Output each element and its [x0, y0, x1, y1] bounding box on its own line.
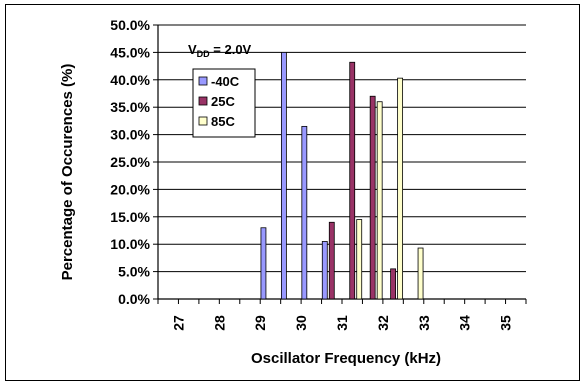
y-tick-label: 30.0% — [110, 127, 150, 143]
bar--40C — [321, 241, 328, 300]
bar-25C — [328, 221, 335, 300]
x-tick-label: 30 — [293, 315, 309, 331]
x-tick-label: 35 — [498, 315, 514, 331]
y-tick-label: 45.0% — [110, 44, 150, 60]
bar-85C — [417, 247, 424, 300]
y-tick-label: 20.0% — [110, 181, 150, 197]
bar-85C — [356, 219, 363, 300]
x-tick-label: 33 — [416, 315, 432, 331]
x-tick-label: 27 — [170, 315, 186, 331]
bar-85C — [376, 101, 383, 300]
bar-25C — [390, 268, 397, 300]
legend-title: VDD = 2.0V — [188, 42, 252, 59]
legend-label--40C: -40C — [211, 74, 240, 89]
legend-swatch-85C — [198, 116, 208, 126]
y-tick-label: 25.0% — [110, 154, 150, 170]
y-tick-label: 35.0% — [110, 99, 150, 115]
y-tick-label: 40.0% — [110, 72, 150, 88]
legend-label-25C: 25C — [211, 94, 235, 109]
y-tick-label: 0.0% — [118, 291, 150, 307]
legend-swatch--40C — [198, 76, 208, 86]
bar--40C — [260, 227, 267, 300]
x-tick-label: 34 — [457, 315, 473, 331]
x-tick-label: 31 — [334, 315, 350, 331]
y-tick-label: 50.0% — [110, 17, 150, 33]
y-tick-label: 10.0% — [110, 236, 150, 252]
x-tick-label: 28 — [211, 315, 227, 331]
bar-25C — [369, 95, 376, 300]
x-axis-title: Oscillator Frequency (kHz) — [251, 350, 441, 367]
chart-frame: 0.0% 5.0% 10.0% 15.0% 20.0% 25.0% 30.0% 35.0% 40… — [5, 4, 580, 381]
bar-25C — [349, 61, 356, 300]
x-tick-label: 29 — [252, 315, 268, 331]
bar-85C — [397, 77, 404, 300]
y-tick-label: 15.0% — [110, 209, 150, 225]
y-tick-label: 5.0% — [118, 264, 150, 280]
bar--40C — [301, 125, 308, 300]
y-axis-title: Percentage of Occurences (%) — [59, 64, 76, 281]
bar--40C — [280, 52, 287, 300]
legend-swatch-25C — [198, 96, 208, 106]
bar-chart: 0.0% 5.0% 10.0% 15.0% 20.0% 25.0% 30.0% 35.0% 40… — [59, 17, 527, 367]
legend-label-85C: 85C — [211, 114, 235, 129]
x-tick-label: 32 — [375, 315, 391, 331]
